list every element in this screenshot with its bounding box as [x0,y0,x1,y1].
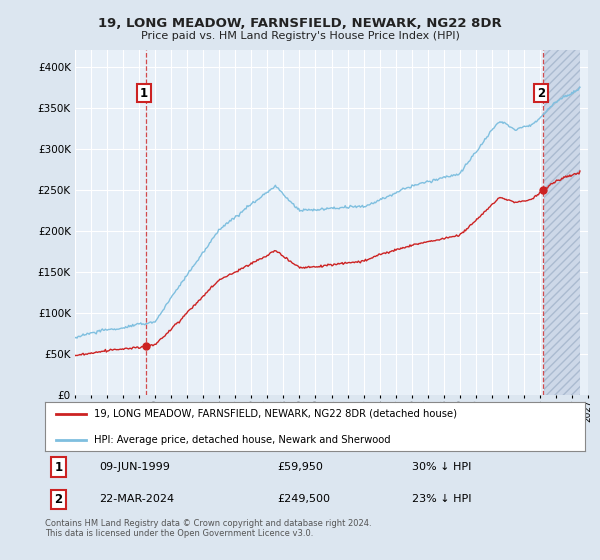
Text: 19, LONG MEADOW, FARNSFIELD, NEWARK, NG22 8DR (detached house): 19, LONG MEADOW, FARNSFIELD, NEWARK, NG2… [94,409,457,419]
Text: This data is licensed under the Open Government Licence v3.0.: This data is licensed under the Open Gov… [45,529,313,538]
Text: 2: 2 [537,87,545,100]
Text: HPI: Average price, detached house, Newark and Sherwood: HPI: Average price, detached house, Newa… [94,435,390,445]
Text: 30% ↓ HPI: 30% ↓ HPI [412,462,472,472]
Text: 22-MAR-2024: 22-MAR-2024 [99,494,174,505]
Text: 1: 1 [140,87,148,100]
Text: £249,500: £249,500 [277,494,330,505]
Text: 2: 2 [55,493,62,506]
Text: 19, LONG MEADOW, FARNSFIELD, NEWARK, NG22 8DR: 19, LONG MEADOW, FARNSFIELD, NEWARK, NG2… [98,17,502,30]
Text: 1: 1 [55,461,62,474]
Text: Price paid vs. HM Land Registry's House Price Index (HPI): Price paid vs. HM Land Registry's House … [140,31,460,41]
Text: 23% ↓ HPI: 23% ↓ HPI [412,494,472,505]
Text: Contains HM Land Registry data © Crown copyright and database right 2024.: Contains HM Land Registry data © Crown c… [45,519,371,528]
Text: £59,950: £59,950 [277,462,323,472]
Text: 09-JUN-1999: 09-JUN-1999 [99,462,170,472]
